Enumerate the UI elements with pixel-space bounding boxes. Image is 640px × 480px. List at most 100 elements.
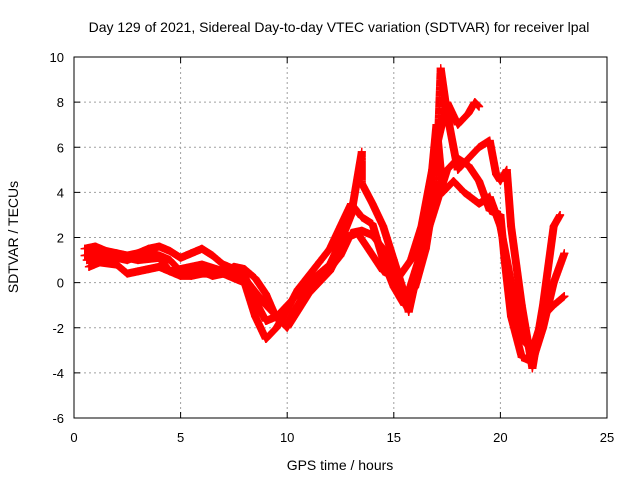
data-point [464,109,473,118]
data-point [133,267,142,276]
data-point [528,364,537,373]
data-point [91,242,100,251]
data-point [421,244,430,253]
data-point [406,256,415,265]
data-point [507,222,516,231]
data-point [528,346,537,355]
chart-title: Day 129 of 2021, Sidereal Day-to-day VTE… [89,19,590,35]
data-point [357,179,366,188]
data-point [133,256,142,265]
data-point [261,316,270,325]
data-point [485,192,494,201]
data-point [496,222,505,231]
data-point [165,247,174,256]
y-tick-label: 2 [57,231,64,246]
data-point [404,307,413,316]
data-point [304,271,313,280]
data-point [368,231,377,240]
data-point [272,323,281,332]
data-point [368,219,377,228]
data-point [539,301,548,310]
x-tick-label: 20 [493,430,507,445]
data-series-4 [82,120,569,355]
series-layer [80,64,569,373]
data-point [357,147,366,156]
data-point [187,271,196,280]
data-point [432,120,441,129]
data-point [197,244,206,253]
y-tick-label: 8 [57,95,64,110]
data-point [560,292,569,301]
data-point [325,267,334,276]
data-point [197,260,206,269]
data-point [368,199,377,208]
data-point [475,102,484,111]
data-point [208,251,217,260]
data-point [261,289,270,298]
data-point [400,296,409,305]
data-point [539,312,548,321]
data-point [453,120,462,129]
data-point [283,305,292,314]
y-tick-label: 10 [50,50,64,65]
data-point [155,253,164,262]
data-point [304,289,313,298]
data-point [95,253,104,262]
data-point [364,244,373,253]
data-marker-track [84,64,565,373]
data-point [251,312,260,321]
data-point [560,249,569,258]
x-axis-label: GPS time / hours [287,457,394,473]
data-point [155,242,164,251]
data-point [475,143,484,152]
data-point [187,249,196,258]
y-tick-label: 6 [57,140,64,155]
data-point [176,253,185,262]
data-point [197,269,206,278]
y-axis: -6 -4 -2 0 2 4 6 8 10 [50,50,607,426]
data-point [549,222,558,231]
data-point [464,154,473,163]
data-point [82,256,91,265]
data-point [449,177,458,186]
data-point [411,283,420,292]
x-tick-label: 5 [177,430,184,445]
data-point [261,335,270,344]
data-point [357,213,366,222]
data-point [549,278,558,287]
data-point [475,177,484,186]
data-point [144,265,153,274]
data-point [219,267,228,276]
data-point [123,269,132,278]
data-point [112,260,121,269]
x-tick-label: 10 [280,430,294,445]
data-point [485,136,494,145]
data-point [475,199,484,208]
data-point [325,244,334,253]
data-point [517,353,526,362]
data-point [379,267,388,276]
data-point [502,165,511,174]
data-point [453,165,462,174]
y-axis-label: SDTVAR / TECUs [5,181,21,293]
data-point [342,233,351,242]
data-point [293,285,302,294]
x-tick-label: 0 [70,430,77,445]
x-tick-label: 25 [600,430,614,445]
data-series-3 [84,64,565,373]
data-point [443,109,452,118]
data-point [283,323,292,332]
x-axis: 0 5 10 15 20 25 [70,57,614,445]
data-point [428,165,437,174]
data-point [460,188,469,197]
data-point [176,265,185,274]
data-point [496,177,505,186]
data-point [438,188,447,197]
data-point [80,251,89,260]
data-point [165,267,174,276]
data-point [556,210,565,219]
data-point [549,301,558,310]
data-point [112,251,121,260]
data-point [165,256,174,265]
data-point [155,262,164,271]
